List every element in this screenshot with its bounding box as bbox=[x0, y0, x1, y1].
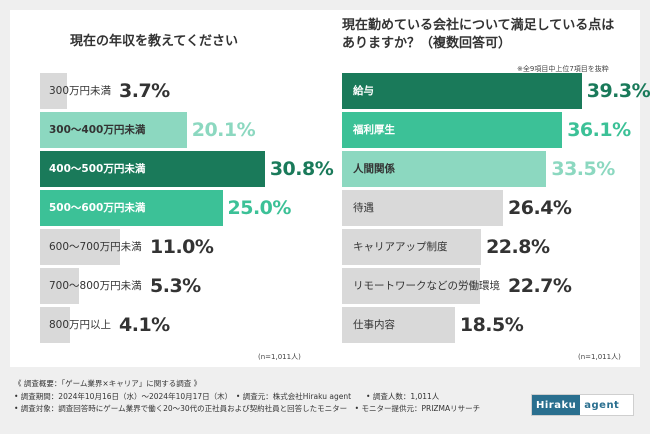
chart-bar bbox=[40, 229, 121, 265]
bar-category-label: リモートワークなどの労働環境 bbox=[353, 280, 500, 292]
hiraku-agent-logo: Hiraku agent bbox=[531, 394, 634, 416]
chart-bar bbox=[342, 190, 504, 226]
right-chart-title: 現在勤めている会社について満足している点は ありますか？（複数回答可） bbox=[342, 18, 615, 51]
chart-bar bbox=[40, 307, 70, 343]
bar-value-label: 11.0% bbox=[150, 236, 214, 258]
right-chart-subnote: ※全9項目中上位7項目を抜粋 bbox=[517, 65, 609, 73]
bar-value-label: 33.5% bbox=[551, 158, 615, 180]
footer-line: • 調査対象：調査回答時にゲーム業界で働く20〜30代の正社員および契約社員と回… bbox=[14, 404, 481, 413]
bar-category-label: 福利厚生 bbox=[353, 124, 395, 136]
chart-bar bbox=[342, 307, 455, 343]
bar-value-label: 26.4% bbox=[508, 197, 572, 219]
bar-value-label: 22.7% bbox=[508, 275, 572, 297]
bar-category-label: 300〜400万円未満 bbox=[49, 124, 146, 136]
chart-bar bbox=[342, 229, 482, 265]
chart-bar bbox=[40, 73, 67, 109]
bar-value-label: 3.7% bbox=[119, 80, 170, 102]
bar-category-label: 600〜700万円未満 bbox=[49, 241, 142, 253]
chart-bar bbox=[342, 73, 582, 109]
footer-line: 《 調査概要：「ゲーム業界×キャリア」に関する調査 》 bbox=[14, 379, 202, 388]
bar-category-label: 500〜600万円未満 bbox=[49, 202, 146, 214]
logo-part-agent: agent bbox=[584, 399, 620, 411]
bar-value-label: 5.3% bbox=[150, 275, 201, 297]
left-chart-note: (n=1,011人) bbox=[258, 353, 301, 361]
footer-line: • 調査期間：2024年10月16日（水）〜2024年10月17日（木） • 調… bbox=[14, 391, 440, 401]
bar-category-label: 人間関係 bbox=[353, 163, 395, 175]
chart-bar bbox=[40, 151, 265, 187]
chart-bar bbox=[40, 268, 79, 304]
chart-bar bbox=[40, 112, 187, 148]
bar-value-label: 39.3% bbox=[586, 80, 650, 102]
bar-category-label: 給与 bbox=[353, 85, 374, 97]
bar-category-label: 300万円未満 bbox=[49, 85, 112, 97]
chart-bar bbox=[342, 268, 481, 304]
bar-category-label: 400〜500万円未満 bbox=[49, 163, 146, 175]
logo-part-hiraku: Hiraku bbox=[532, 395, 581, 415]
survey-footer: 《 調査概要：「ゲーム業界×キャリア」に関する調査 》 • 調査期間：2024年… bbox=[14, 378, 534, 416]
chart-bar bbox=[40, 190, 223, 226]
bar-category-label: 仕事内容 bbox=[353, 319, 395, 331]
bar-category-label: 800万円以上 bbox=[49, 319, 112, 331]
right-chart-note: (n=1,011人) bbox=[578, 353, 621, 361]
bar-value-label: 20.1% bbox=[191, 119, 256, 141]
bar-value-label: 18.5% bbox=[459, 314, 524, 336]
chart-card: 現在の年収を教えてください 300万円未満 3.7% 300〜400万円未満 20.1… bbox=[10, 10, 650, 367]
bar-value-label: 4.1% bbox=[119, 314, 170, 336]
bar-value-label: 36.1% bbox=[567, 119, 631, 141]
chart-bar bbox=[342, 112, 563, 148]
chart-bar bbox=[342, 151, 547, 187]
bar-value-label: 25.0% bbox=[227, 197, 292, 219]
bar-category-label: 待遇 bbox=[353, 202, 374, 214]
bar-value-label: 22.8% bbox=[486, 236, 550, 258]
left-chart-title: 現在の年収を教えてください bbox=[70, 34, 238, 49]
bar-value-label: 30.8% bbox=[269, 158, 334, 180]
bar-category-label: 700〜800万円未満 bbox=[49, 280, 142, 292]
bar-category-label: キャリアアップ制度 bbox=[353, 241, 448, 253]
